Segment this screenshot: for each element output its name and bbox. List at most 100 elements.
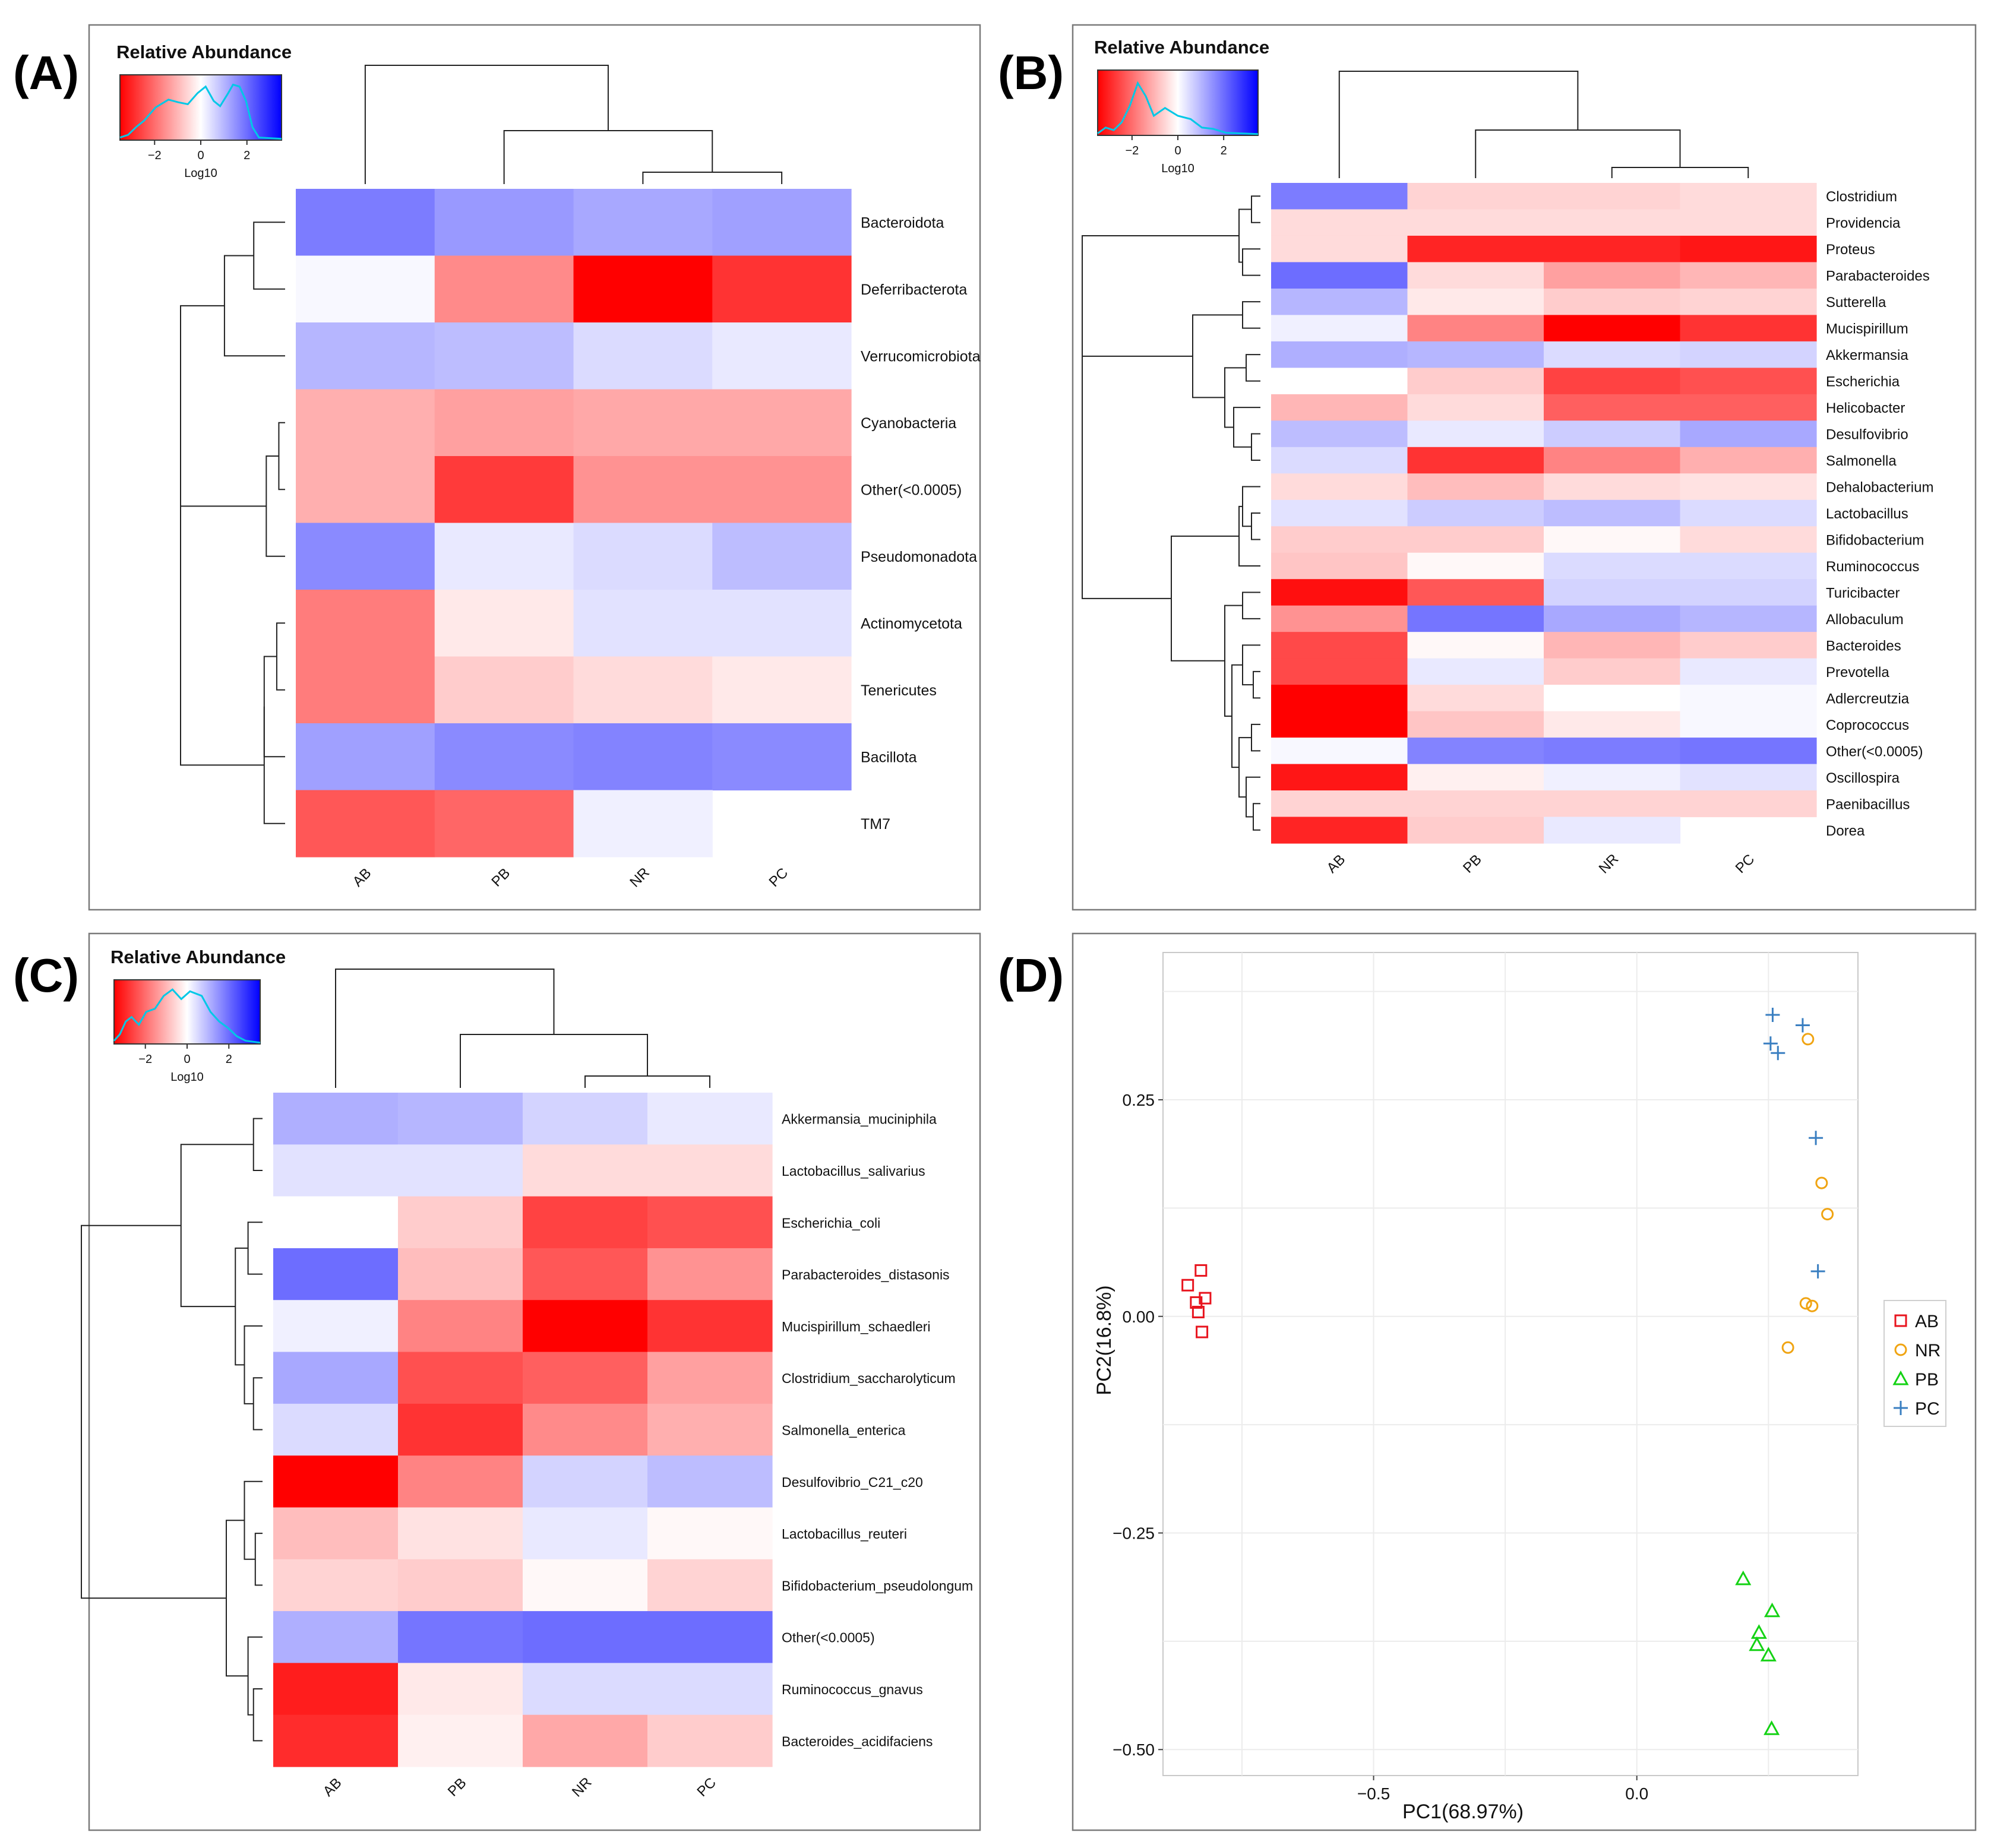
heatmap-cell (1271, 817, 1408, 844)
heatmap-row-label: Akkermansia_muciniphila (782, 1112, 937, 1127)
heatmap-cell (1407, 790, 1544, 818)
heatmap-row-label: Parabacteroides_distasonis (782, 1267, 950, 1283)
heatmap-cell (1544, 447, 1681, 474)
heatmap-row-label: Escherichia (1826, 374, 1900, 390)
scatter-point-pc (1765, 1008, 1780, 1023)
row-dendrogram-branch (180, 305, 225, 636)
heatmap-row-label: Ruminococcus_gnavus (782, 1682, 923, 1697)
heatmap-cell (1680, 790, 1817, 818)
panel-c-label: (C) (13, 949, 79, 1002)
heatmap-cell (296, 723, 435, 791)
heatmap-cell (296, 523, 435, 590)
scatter-point-pb (1749, 1636, 1765, 1651)
heatmap-cell (573, 723, 713, 791)
heatmap-cell (296, 790, 435, 857)
heatmap-cell (1271, 183, 1408, 210)
heatmap-cell (1544, 738, 1681, 765)
heatmap-cell (398, 1455, 523, 1508)
y-tick-label: 0.00 (1123, 1308, 1155, 1326)
heatmap-cell (573, 523, 713, 590)
heatmap-cell (398, 1559, 523, 1612)
heatmap-cell (712, 523, 852, 590)
heatmap-cell (1544, 817, 1681, 844)
heatmap-cell (1407, 288, 1544, 315)
panel-a-label: (A) (13, 46, 79, 99)
scatter-point-pb (1760, 1647, 1777, 1662)
heatmap-cell (1680, 764, 1817, 791)
heatmap-cell (523, 1714, 648, 1767)
scatter-point-pb (1750, 1624, 1767, 1639)
heatmap-cell (1680, 315, 1817, 342)
heatmap-cell (647, 1352, 773, 1404)
panel-c-heatmap: (C) Akkermansia_muciniphila Lactobacillus… (13, 932, 981, 1831)
heatmap-cell (523, 1559, 648, 1612)
panel-panel-A-scale-axis-label: Log10 (184, 167, 217, 180)
heatmap-row-label: Other(<0.0005) (861, 482, 962, 498)
heatmap-cell (1680, 605, 1817, 632)
heatmap-cell (1271, 764, 1408, 791)
heatmap-row-label: Turicibacter (1826, 585, 1900, 601)
heatmap-cell (1271, 315, 1408, 342)
scatter-point-nr (1806, 1299, 1819, 1312)
heatmap-cell (296, 590, 435, 657)
heatmap-cell (523, 1352, 648, 1404)
heatmap-cell (1271, 632, 1408, 659)
heatmap-cell (712, 656, 852, 724)
heatmap-row-label: Desulfovibrio (1826, 427, 1908, 443)
heatmap-cell (1271, 499, 1408, 527)
heatmap-cell (1680, 183, 1817, 210)
heatmap-cell (1407, 368, 1544, 395)
heatmap-row-label: Mucispirillum_schaedleri (782, 1319, 931, 1334)
heatmap-cell (273, 1403, 399, 1456)
heatmap-cell (573, 590, 713, 657)
panel-panel-B-scale-tick-label: 2 (1221, 144, 1227, 157)
heatmap-cell (1680, 632, 1817, 659)
heatmap-row-label: Adlercreutzia (1826, 691, 1910, 707)
heatmap-cell (1407, 738, 1544, 765)
heatmap-cell (647, 1714, 773, 1767)
heatmap-cell (647, 1507, 773, 1560)
heatmap-cell (712, 723, 852, 791)
panel-panel-C-scale-tick-label: −2 (138, 1053, 152, 1066)
panel-panel-B-scale-bar (1097, 69, 1259, 136)
legend-marker-pc (1894, 1401, 1908, 1415)
heatmap-row-label: Bifidobacterium_pseudolongum (782, 1578, 973, 1593)
legend-box (1883, 1300, 1946, 1427)
heatmap-row-label: Lactobacillus (1826, 506, 1908, 522)
heatmap-cell (1407, 235, 1544, 263)
heatmap-cell (1271, 262, 1408, 289)
panel-panel-A-density-curve (119, 83, 282, 140)
heatmap-cell (1407, 764, 1544, 791)
row-dendrogram-branch (1082, 296, 1171, 599)
scatter-point-ab (1190, 1296, 1203, 1309)
heatmap-cell (296, 189, 435, 257)
heatmap-cell (398, 1663, 523, 1716)
scatter-point-pc (1795, 1018, 1810, 1033)
heatmap-cell (434, 322, 574, 390)
heatmap-row-label: Bacillota (861, 749, 917, 765)
heatmap-row-label: Mucispirillum (1826, 321, 1908, 337)
panel-panel-A-scale-tick-label: −2 (148, 149, 162, 162)
heatmap-cell (1680, 235, 1817, 263)
heatmap-cell (1407, 209, 1544, 236)
heatmap-row-label: Cyanobacteria (861, 415, 956, 432)
x-tick-label: 0.0 (1625, 1784, 1648, 1803)
heatmap-row-label: Clostridium (1826, 189, 1897, 205)
scatter-point-ab (1181, 1279, 1194, 1292)
y-tick-label: −0.50 (1113, 1741, 1155, 1759)
heatmap-cell (1407, 605, 1544, 632)
heatmap-cell (1407, 685, 1544, 712)
heatmap-cell (273, 1507, 399, 1560)
heatmap-row-label: Lactobacillus_salivarius (782, 1163, 925, 1179)
legend-label-pb: PB (1915, 1370, 1939, 1390)
heatmap-cell (1680, 420, 1817, 448)
heatmap-cell (398, 1144, 523, 1197)
heatmap-cell (1271, 790, 1408, 818)
heatmap-cell (1680, 738, 1817, 765)
heatmap-row-label: Dorea (1826, 823, 1865, 839)
heatmap-cell (647, 1455, 773, 1508)
scatter-point-pb (1764, 1720, 1780, 1735)
heatmap-cell (1680, 394, 1817, 421)
heatmap-cell (273, 1300, 399, 1353)
